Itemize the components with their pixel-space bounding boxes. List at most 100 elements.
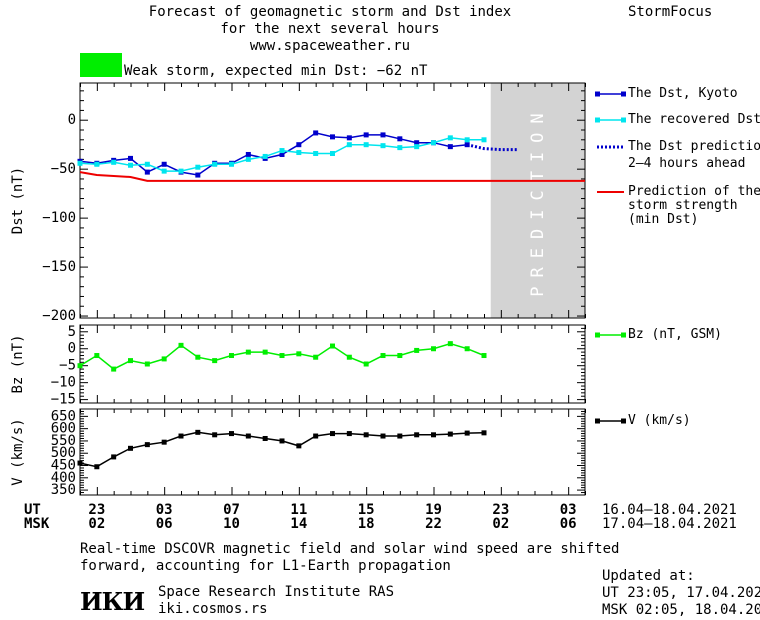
bz-series-0-point — [161, 356, 167, 362]
bz-series-0-point — [330, 343, 335, 349]
dst-series-0-point — [144, 169, 150, 175]
y-tick-label: −100 — [42, 210, 76, 226]
ut-tick-label: 23 — [492, 502, 510, 518]
dst-series-1-point — [330, 151, 335, 156]
bz-series-0-point — [245, 349, 251, 355]
legend-dst-kyoto: The Dst, Kyoto — [628, 86, 738, 101]
bz-series-0-point — [279, 353, 285, 359]
legend-v-marker — [621, 418, 626, 424]
y-tick-label: −150 — [42, 259, 76, 275]
legend-dst-kyoto-marker — [621, 91, 626, 97]
dst-series-1-point — [77, 160, 83, 166]
dst-series-1-point — [431, 140, 436, 146]
legend-v-marker — [595, 418, 600, 424]
bz-series-0-point — [178, 342, 184, 348]
v-series-0-point — [245, 433, 251, 439]
bz-series-0-point — [144, 361, 150, 367]
v-series-0-point — [414, 432, 420, 438]
v-series-0-point — [397, 433, 403, 439]
dst-series-1-point — [212, 161, 218, 167]
bz-series-0-point — [229, 353, 234, 359]
ut-tick-label: 19 — [425, 502, 442, 518]
v-series-0-point — [330, 431, 335, 437]
updated-ut: UT 23:05, 17.04.2021 — [602, 585, 760, 601]
v-series-0-point — [195, 429, 201, 435]
msk-tick-label: 10 — [223, 516, 240, 532]
dst-series-1-point — [380, 143, 386, 149]
dst-series-1-point — [229, 161, 234, 167]
ut-tick-label: 07 — [223, 502, 240, 518]
dst-series-1-point — [414, 144, 420, 150]
dst-series-0-point — [195, 172, 201, 178]
dst-series-0-point — [363, 132, 369, 138]
dst-series-2-line — [466, 143, 518, 152]
bz-series-0-point — [431, 346, 436, 352]
storm-status-swatch — [80, 53, 122, 77]
v-series-0-point — [212, 432, 218, 438]
bz-series-0-point — [111, 366, 117, 372]
y-tick-label: 0 — [68, 112, 76, 128]
dst-series-0-point — [346, 135, 352, 141]
updated-label: Updated at: — [602, 568, 695, 584]
dst-series-0-point — [330, 134, 335, 140]
dst-series-0-point — [447, 144, 453, 150]
msk-tick-label: 18 — [357, 516, 375, 532]
v-frame — [79, 408, 586, 496]
y-tick-label: 650 — [51, 408, 76, 424]
ut-date-range: 16.04–18.04.2021 — [602, 502, 737, 518]
dst-series-1-point — [464, 137, 470, 143]
y-tick-label: 5 — [68, 324, 76, 340]
bz-series-0-point — [296, 351, 302, 357]
legend-storm-line3: (min Dst) — [628, 212, 699, 227]
v-series-0-point — [481, 430, 487, 436]
updated-msk: MSK 02:05, 18.04.2021 — [602, 602, 760, 618]
dst-series-0-point — [279, 151, 285, 157]
bz-y-axis-label: Bz (nT) — [10, 334, 26, 393]
legend-dst-recovered: The recovered Dst — [628, 112, 760, 127]
dst-series-1-point — [262, 153, 268, 159]
dst-series-0-point — [161, 161, 167, 167]
v-series-0-point — [161, 439, 167, 445]
brand-label: StormFocus — [628, 4, 713, 20]
dst-series-1-point — [279, 148, 285, 154]
y-tick-label: 0 — [68, 341, 76, 357]
bz-series-0-point — [262, 349, 268, 355]
legend-bz: Bz (nT, GSM) — [628, 327, 722, 342]
y-tick-label: −10 — [51, 375, 76, 391]
bz-series-0-point — [128, 358, 133, 364]
legend-dst-recovered-marker — [621, 117, 626, 123]
dst-series-0-point — [245, 151, 251, 157]
v-series-0-point — [229, 431, 234, 437]
chart-title-line2: for the next several hours — [220, 21, 440, 37]
legend-dst-prediction-line1: The Dst prediction — [628, 139, 760, 154]
footer-note-line2: forward, accounting for L1-Earth propaga… — [80, 558, 451, 574]
dst-y-axis-label: Dst (nT) — [10, 167, 26, 234]
source-url[interactable]: www.spaceweather.ru — [249, 38, 411, 54]
bz-series-0-point — [195, 354, 201, 360]
legend-dst-kyoto-marker — [595, 91, 600, 97]
dst-series-0-point — [313, 130, 319, 136]
ut-tick-label: 03 — [155, 502, 173, 518]
v-series-0-point — [178, 433, 184, 439]
bz-series-0-point — [346, 354, 352, 360]
y-tick-label: −15 — [51, 392, 76, 408]
institute-url[interactable]: iki.cosmos.rs — [158, 601, 268, 617]
dst-series-0-point — [380, 132, 386, 138]
v-series-0-point — [464, 430, 470, 436]
dst-series-0-line — [80, 132, 468, 176]
footer-note-line1: Real-time DSCOVR magnetic field and sola… — [80, 541, 620, 557]
msk-tick-label: 02 — [88, 516, 106, 532]
y-tick-label: −5 — [59, 358, 76, 374]
bz-frame — [79, 324, 586, 404]
v-series-0-point — [279, 438, 285, 444]
msk-axis-label: MSK — [24, 516, 50, 532]
dst-series-0-point — [414, 140, 420, 146]
ut-tick-label: 11 — [290, 502, 308, 518]
legend-bz-marker — [621, 332, 626, 338]
dst-series-1-point — [94, 161, 100, 167]
dst-series-0-point — [128, 155, 133, 161]
v-series-0-point — [111, 454, 117, 460]
bz-series-0-point — [363, 361, 369, 367]
bz-series-0-point — [380, 353, 386, 359]
bz-series-0-point — [94, 353, 100, 359]
